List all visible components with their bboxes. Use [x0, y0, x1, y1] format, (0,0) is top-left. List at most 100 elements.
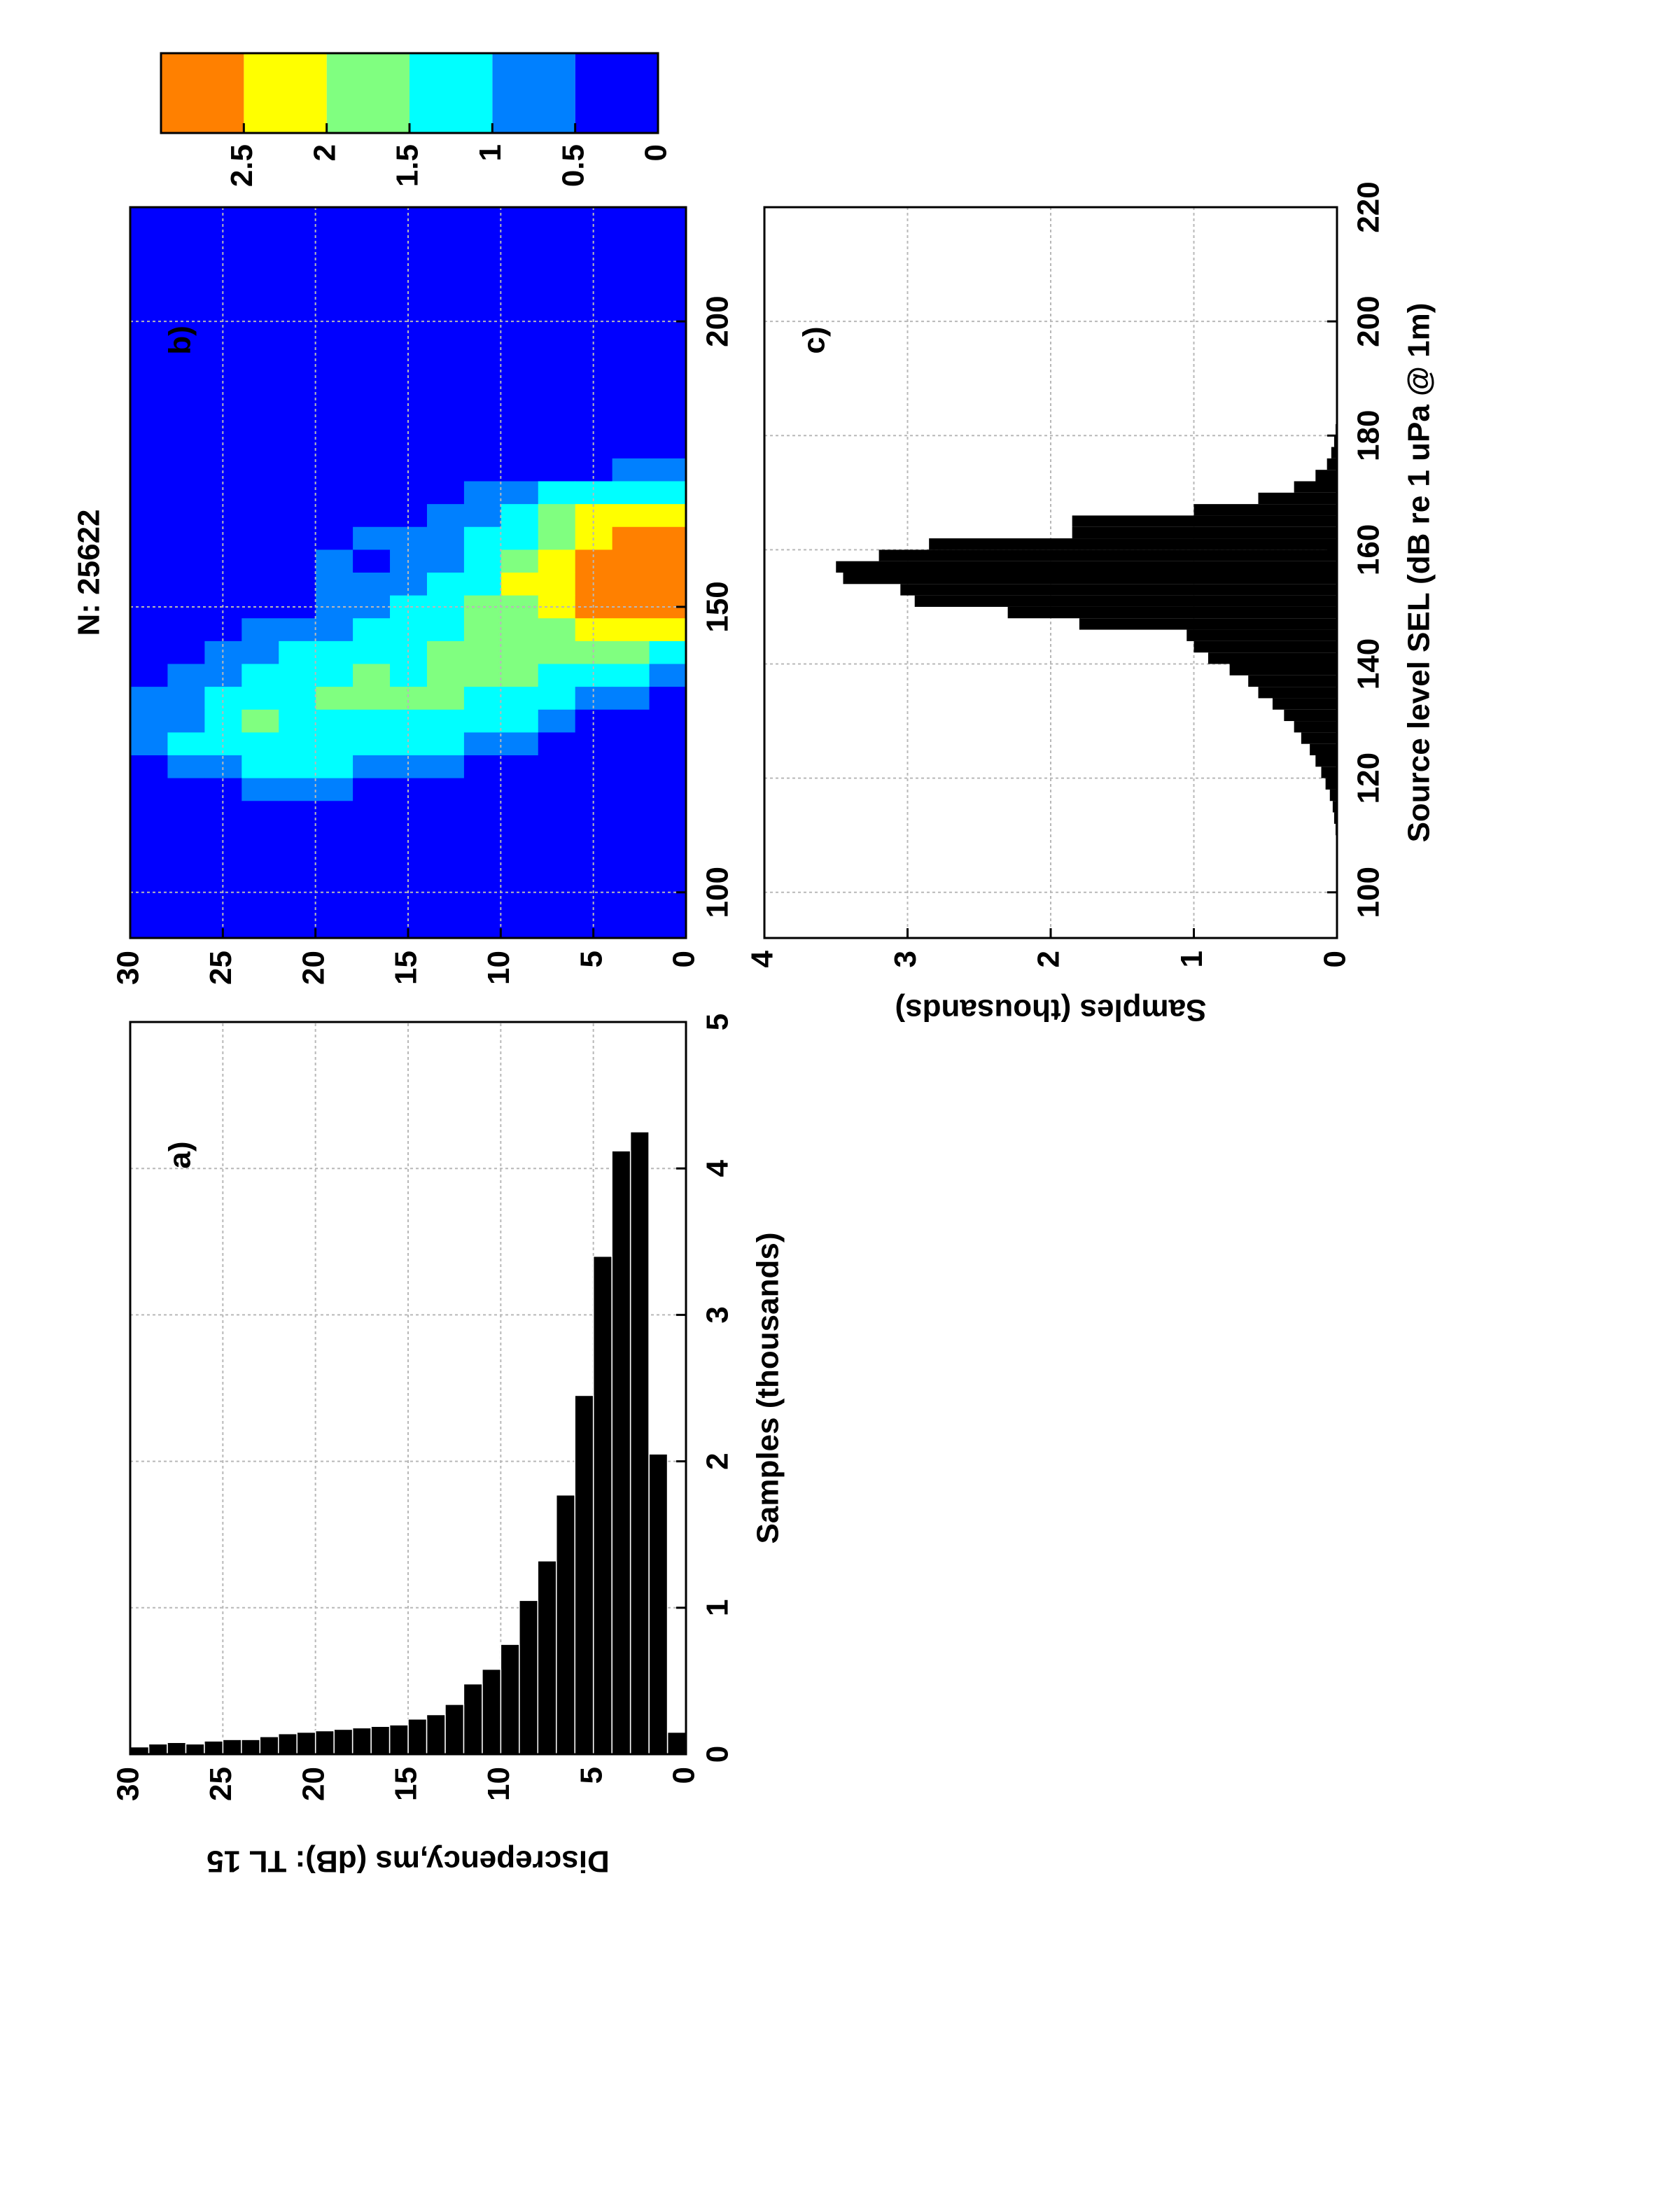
y-tick-label: 15	[389, 1767, 424, 1801]
heatmap-cell	[167, 664, 205, 687]
heatmap-cell	[315, 526, 354, 550]
bar	[1258, 687, 1338, 699]
heatmap-cell	[426, 686, 464, 710]
heatmap-cell	[315, 640, 354, 664]
y-axis-label: Discrepency,ms (dB): TL 15	[206, 1844, 609, 1878]
heatmap-cell	[389, 686, 427, 710]
heatmap-cell	[538, 709, 575, 733]
heatmap-cell	[389, 732, 427, 755]
heatmap-cell	[426, 458, 464, 482]
heatmap-cell	[500, 595, 538, 619]
heatmap-cell	[500, 617, 538, 641]
heatmap-cell	[241, 778, 279, 802]
heatmap-cell	[278, 664, 316, 687]
heatmap-cell	[538, 640, 575, 664]
bar	[1315, 470, 1337, 482]
heatmap-cell	[352, 664, 391, 687]
heatmap-cell	[315, 686, 354, 710]
heatmap-cell	[612, 503, 650, 527]
colorbar-swatch	[410, 53, 493, 133]
y-tick-label: 0	[1318, 951, 1352, 967]
bar	[222, 1739, 242, 1755]
bar	[1208, 652, 1337, 664]
bar	[463, 1683, 483, 1755]
heatmap-cell	[241, 664, 279, 687]
y-tick-label: 25	[204, 951, 238, 985]
bar	[666, 1731, 687, 1755]
y-tick-label: 1	[1175, 951, 1209, 967]
y-tick-label: 3	[888, 951, 923, 967]
y-tick-label: 5	[574, 951, 608, 967]
heatmap-cell	[612, 709, 650, 733]
heatmap-cell	[500, 640, 538, 664]
heatmap-cell	[389, 755, 427, 778]
plot-frame	[763, 206, 1338, 939]
heatmap-cell	[612, 435, 650, 458]
y-tick-label: 20	[296, 1767, 330, 1801]
heatmap-cell	[426, 709, 464, 733]
heatmap-cell	[500, 732, 538, 755]
bar	[611, 1150, 631, 1755]
x-tick-label: 150	[701, 581, 735, 632]
heatmap-cell	[278, 732, 316, 755]
heatmap-cell	[426, 435, 464, 458]
heatmap-cell	[463, 481, 501, 505]
heatmap-cell	[130, 640, 168, 664]
y-tick-label: 20	[296, 951, 330, 985]
heatmap-cell	[204, 709, 242, 733]
heatmap-cell	[315, 503, 354, 527]
bar	[929, 538, 1338, 550]
heatmap-cell	[241, 435, 279, 458]
panel-label: a)	[163, 1141, 197, 1168]
heatmap-cell	[352, 778, 391, 802]
bar	[1326, 458, 1338, 470]
heatmap-cell	[500, 572, 538, 596]
heatmap-cell	[315, 458, 354, 482]
heatmap-cell	[167, 778, 205, 802]
x-axis-label: Source level SEL (dB re 1 uPa @ 1m)	[1402, 303, 1436, 843]
heatmap-cell	[500, 778, 538, 802]
heatmap-cell	[538, 732, 575, 755]
heatmap-cell	[389, 709, 427, 733]
heatmap-cell	[167, 732, 205, 755]
heatmap-cell	[649, 503, 687, 527]
heatmap-cell	[352, 458, 391, 482]
heatmap-cell	[538, 755, 575, 778]
heatmap-cell	[130, 732, 168, 755]
heatmap-cell	[167, 526, 205, 550]
heatmap-cell	[575, 732, 612, 755]
heatmap-cell	[352, 755, 391, 778]
heatmap-cell	[278, 435, 316, 458]
heatmap-cell	[426, 549, 464, 573]
heatmap-cell	[167, 503, 205, 527]
bar	[426, 1714, 446, 1755]
bar	[1186, 629, 1338, 641]
heatmap-cell	[500, 664, 538, 687]
bar	[482, 1668, 502, 1755]
heatmap-cell	[649, 686, 687, 710]
bar	[388, 1724, 409, 1755]
heatmap-cell	[612, 572, 650, 596]
heatmap-cell	[500, 526, 538, 550]
heatmap-cell	[612, 664, 650, 687]
bar	[836, 561, 1337, 573]
x-axis-label: Samples (thousands)	[751, 1233, 785, 1544]
colorbar-tick-label: 2.5	[225, 144, 259, 187]
heatmap-cell	[167, 481, 205, 505]
heatmap-cell	[278, 549, 316, 573]
heatmap-cell	[649, 595, 687, 619]
heatmap-cell	[463, 435, 501, 458]
heatmap-cell	[463, 458, 501, 482]
heatmap-cell	[241, 732, 279, 755]
y-tick-label: 10	[482, 1767, 516, 1801]
bar	[1229, 664, 1337, 676]
heatmap-cell	[575, 709, 612, 733]
heatmap-cell	[278, 686, 316, 710]
heatmap-cell	[130, 503, 168, 527]
heatmap-cell	[130, 526, 168, 550]
bar	[519, 1600, 539, 1755]
x-tick-label: 0	[701, 1746, 735, 1763]
bar	[629, 1131, 650, 1755]
heatmap-cell	[500, 458, 538, 482]
heatmap-cell	[241, 572, 279, 596]
